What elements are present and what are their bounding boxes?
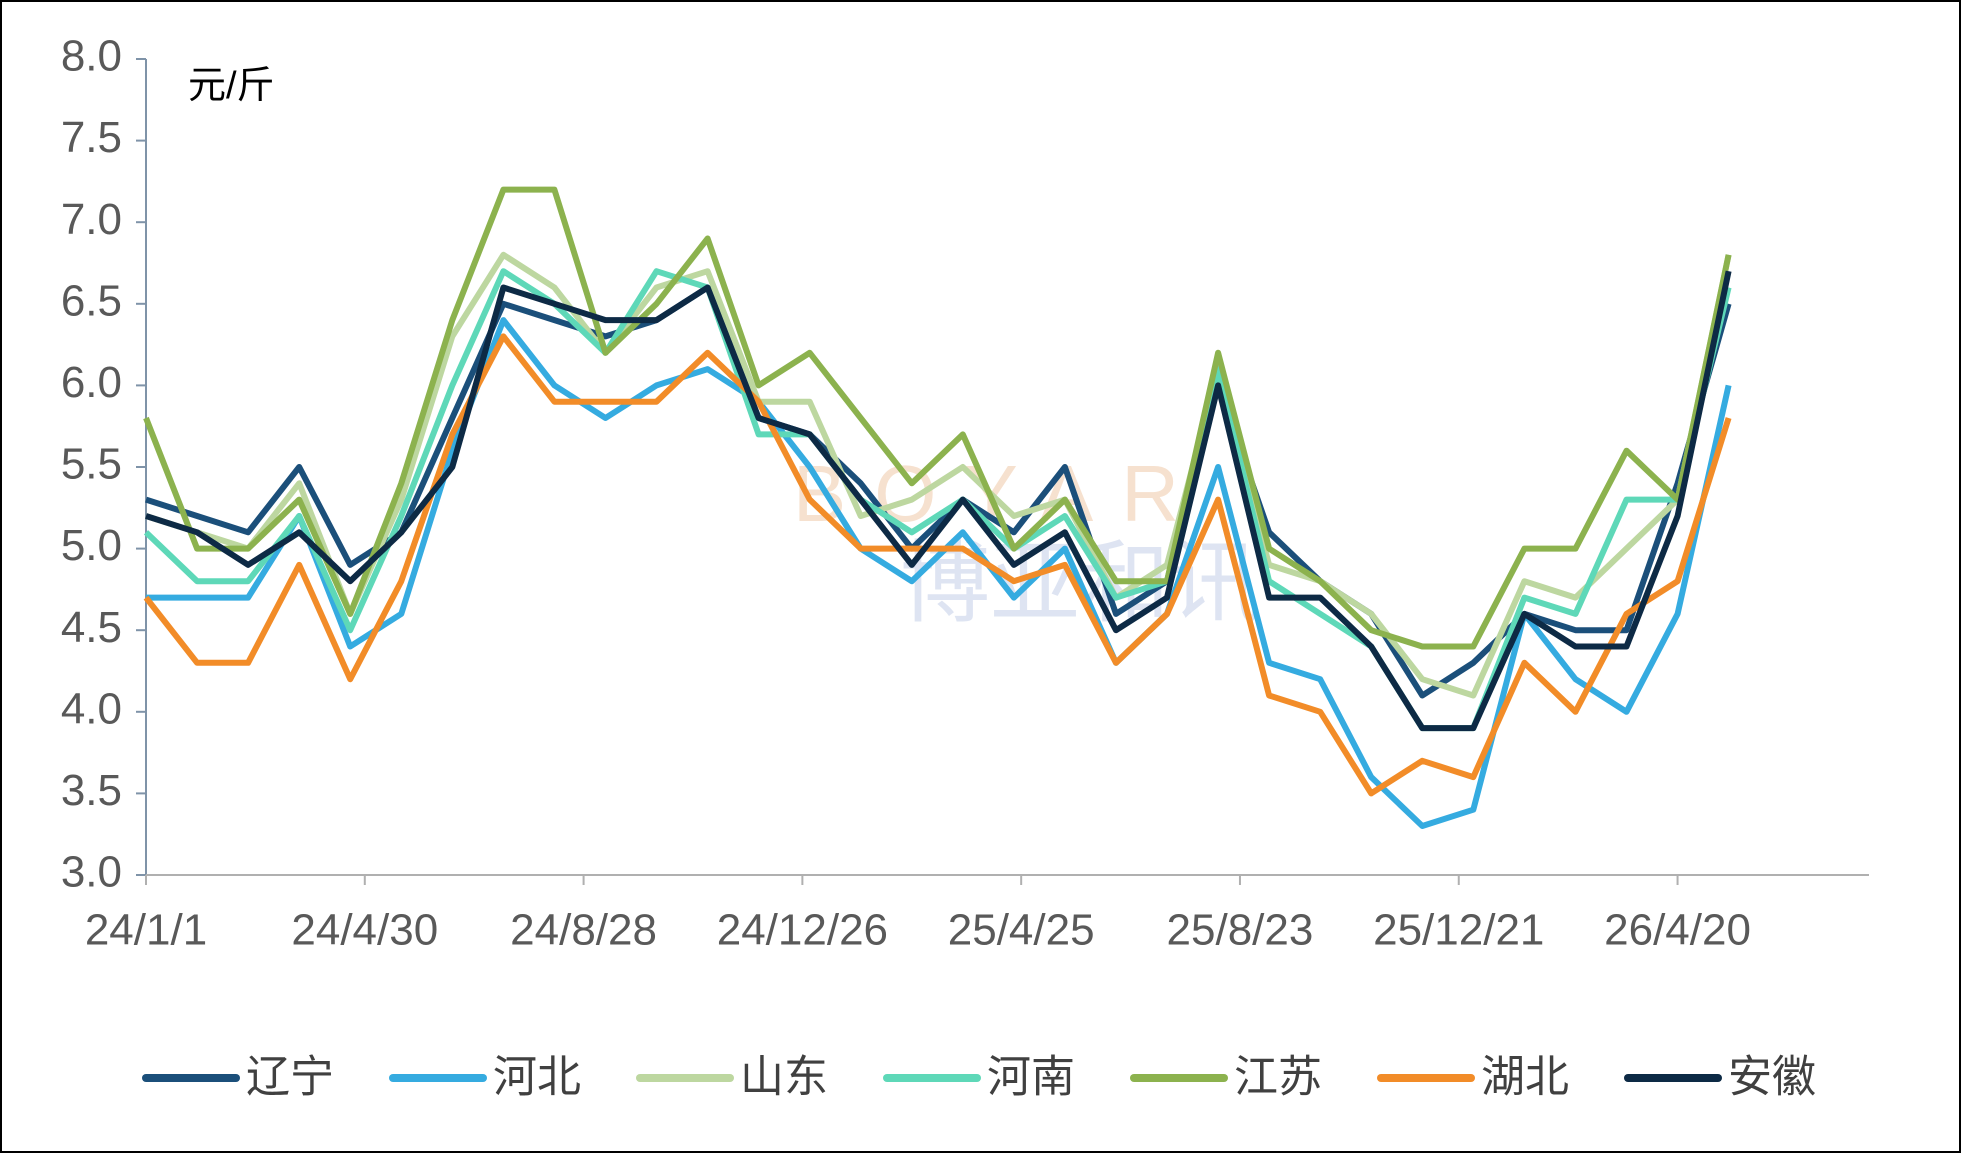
series-line bbox=[143, 333, 1732, 797]
x-tick-label: 24/1/1 bbox=[85, 906, 207, 955]
legend-label: 河南 bbox=[987, 1053, 1075, 1102]
x-tick-label: 24/8/28 bbox=[510, 906, 657, 955]
series-line bbox=[145, 270, 1732, 732]
y-tick-label: 5.0 bbox=[61, 521, 122, 570]
y-tick-label: 3.5 bbox=[61, 766, 122, 815]
y-tick-label: 4.0 bbox=[61, 684, 122, 733]
legend-label: 辽宁 bbox=[246, 1053, 334, 1102]
y-tick-label: 8.0 bbox=[61, 32, 122, 81]
y-tick-label: 7.0 bbox=[61, 195, 122, 244]
y-tick-label: 5.5 bbox=[61, 440, 122, 489]
legend-label: 安徽 bbox=[1728, 1053, 1816, 1102]
legend-label: 河北 bbox=[493, 1053, 581, 1102]
x-tick-label: 25/4/25 bbox=[948, 906, 1095, 955]
y-tick-label: 6.5 bbox=[61, 276, 122, 325]
series-line bbox=[143, 186, 1732, 650]
series-line bbox=[145, 251, 1732, 699]
y-tick-label: 6.0 bbox=[61, 358, 122, 407]
y-tick-label: 7.5 bbox=[61, 113, 122, 162]
legend-label: 湖北 bbox=[1481, 1053, 1569, 1102]
x-tick-label: 26/4/20 bbox=[1604, 906, 1751, 955]
legend-label: 山东 bbox=[740, 1053, 828, 1102]
x-tick-label: 24/4/30 bbox=[291, 906, 438, 955]
y-tick-label: 4.5 bbox=[61, 603, 122, 652]
x-tick-label: 25/8/23 bbox=[1167, 906, 1314, 955]
legend-label: 江苏 bbox=[1234, 1053, 1322, 1102]
x-tick-label: 25/12/21 bbox=[1373, 906, 1544, 955]
x-tick-label: 24/12/26 bbox=[717, 906, 888, 955]
y-unit-label: 元/斤 bbox=[188, 65, 275, 107]
series-line bbox=[146, 317, 1732, 829]
series-line bbox=[145, 284, 1732, 699]
y-tick-label: 3.0 bbox=[61, 848, 122, 897]
